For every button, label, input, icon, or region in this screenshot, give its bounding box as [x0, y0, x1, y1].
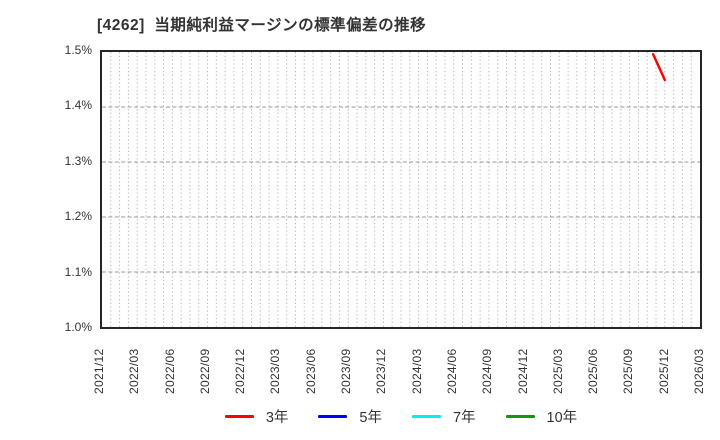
x-tick-label: 2023/12: [374, 348, 389, 394]
legend-label: 5年: [359, 409, 382, 426]
legend-label: 10年: [546, 409, 578, 426]
legend-line-icon: [505, 414, 535, 418]
x-tick-label: 2024/09: [480, 348, 495, 394]
legend-line-icon: [318, 414, 348, 418]
series-line-3年: [651, 53, 667, 82]
legend-item: 10年: [505, 406, 578, 427]
x-tick-label: 2022/09: [197, 348, 212, 394]
legend: 3年 5年 7年 10年: [100, 403, 702, 429]
x-tick-label: 2024/06: [444, 348, 459, 394]
x-tick-label: 2025/12: [656, 348, 671, 394]
x-tick-label: 2025/06: [586, 348, 601, 394]
legend-item: 7年: [411, 406, 476, 427]
x-tick-label: 2026/03: [692, 348, 706, 394]
x-tick-label: 2023/06: [303, 348, 318, 394]
x-tick-label: 2024/03: [409, 348, 424, 394]
x-tick-label: 2022/03: [127, 348, 142, 394]
y-tick-label: 1.4%: [64, 98, 92, 113]
plot-area: [100, 50, 702, 329]
y-tick-label: 1.3%: [64, 153, 92, 168]
y-tick-label: 1.1%: [64, 264, 92, 279]
y-tick-label: 1.2%: [64, 209, 92, 224]
x-tick-label: 2025/03: [550, 348, 565, 394]
legend-label: 7年: [452, 409, 476, 426]
legend-label: 3年: [265, 409, 289, 426]
legend-item: 3年: [224, 406, 289, 427]
legend-item: 5年: [318, 406, 382, 427]
x-tick-label: 2022/12: [233, 348, 248, 394]
x-tick-label: 2021/12: [92, 348, 106, 394]
x-tick-label: 2022/06: [162, 348, 177, 394]
plot-gridlines-and-series: [102, 52, 700, 327]
legend-line-icon: [411, 414, 441, 418]
x-tick-label: 2023/09: [339, 348, 354, 394]
y-tick-label: 1.0%: [64, 320, 92, 334]
x-tick-label: 2025/09: [621, 348, 636, 394]
legend-line-icon: [224, 414, 254, 418]
chart-title: [4262] 当期純利益マージンの標準偏差の推移: [97, 17, 427, 34]
y-tick-label: 1.5%: [64, 43, 92, 57]
x-tick-label: 2023/03: [268, 348, 283, 394]
x-tick-label: 2024/12: [515, 348, 530, 394]
